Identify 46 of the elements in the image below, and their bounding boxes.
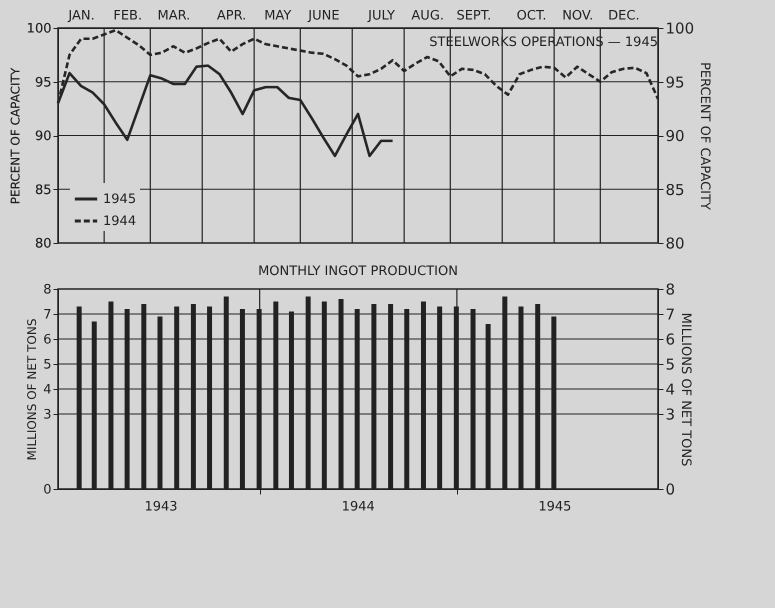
x-tick-label: OCT. — [516, 8, 546, 24]
y-tick-label: 85 — [34, 182, 52, 198]
y2-tick-label: 3 — [666, 406, 676, 424]
y-tick-label: 0 — [43, 482, 52, 498]
x-tick-label: 1944 — [342, 500, 375, 514]
y-tick-label: 7 — [43, 308, 52, 322]
y2-tick-label: 90 — [666, 127, 685, 145]
y2-axis-title: PERCENT OF CAPACITY — [697, 62, 712, 210]
y-tick-label: 6 — [43, 332, 52, 348]
y2-tick-label: 95 — [666, 73, 685, 92]
y2-tick-label: 100 — [666, 20, 694, 38]
y-tick-label: 95 — [34, 75, 52, 90]
x-tick-label: AUG. — [411, 8, 444, 24]
y-tick-label: 90 — [34, 129, 52, 144]
x-tick-label: MAY — [264, 8, 292, 24]
y2-tick-label: 80 — [666, 234, 685, 252]
x-tick-label: JUNE — [307, 8, 340, 24]
x-tick-label: 1943 — [144, 500, 178, 514]
y-tick-label: 5 — [43, 358, 52, 372]
x-tick-label: JAN. — [67, 8, 95, 24]
y-axis-title: MILLIONS OF NET TONS — [25, 318, 40, 460]
x-tick-label: SEPT. — [456, 8, 492, 24]
x-tick-label: MAR. — [157, 8, 190, 24]
y-tick-label: 8 — [43, 282, 52, 298]
legend-label: 1944 — [103, 214, 136, 229]
legend-label: 1945 — [103, 192, 136, 207]
y-tick-label: 100 — [26, 22, 52, 36]
x-tick-label: DEC. — [608, 8, 640, 24]
y2-tick-label: 7 — [666, 306, 676, 324]
x-tick-label: FEB. — [113, 8, 142, 24]
x-tick-label: JULY — [367, 8, 396, 24]
y2-tick-label: 5 — [666, 356, 676, 374]
y2-tick-label: 0 — [666, 480, 676, 498]
x-tick-label: APR. — [216, 8, 246, 24]
y2-axis-title: MILLIONS OF NET TONS — [678, 312, 694, 466]
chart-title: MONTHLY INGOT PRODUCTION — [258, 264, 458, 279]
x-tick-label: NOV. — [562, 8, 594, 24]
x-tick-label: 1945 — [538, 500, 572, 514]
y-axis-title: PERCENT OF CAPACITY — [8, 67, 23, 204]
y-tick-label: 80 — [34, 236, 52, 252]
y2-tick-label: 8 — [666, 280, 676, 298]
y-tick-label: 4 — [43, 382, 52, 398]
y2-tick-label: 4 — [666, 380, 676, 398]
y-tick-label: 3 — [43, 408, 52, 422]
y2-tick-label: 85 — [666, 180, 685, 199]
y2-tick-label: 6 — [666, 330, 676, 348]
